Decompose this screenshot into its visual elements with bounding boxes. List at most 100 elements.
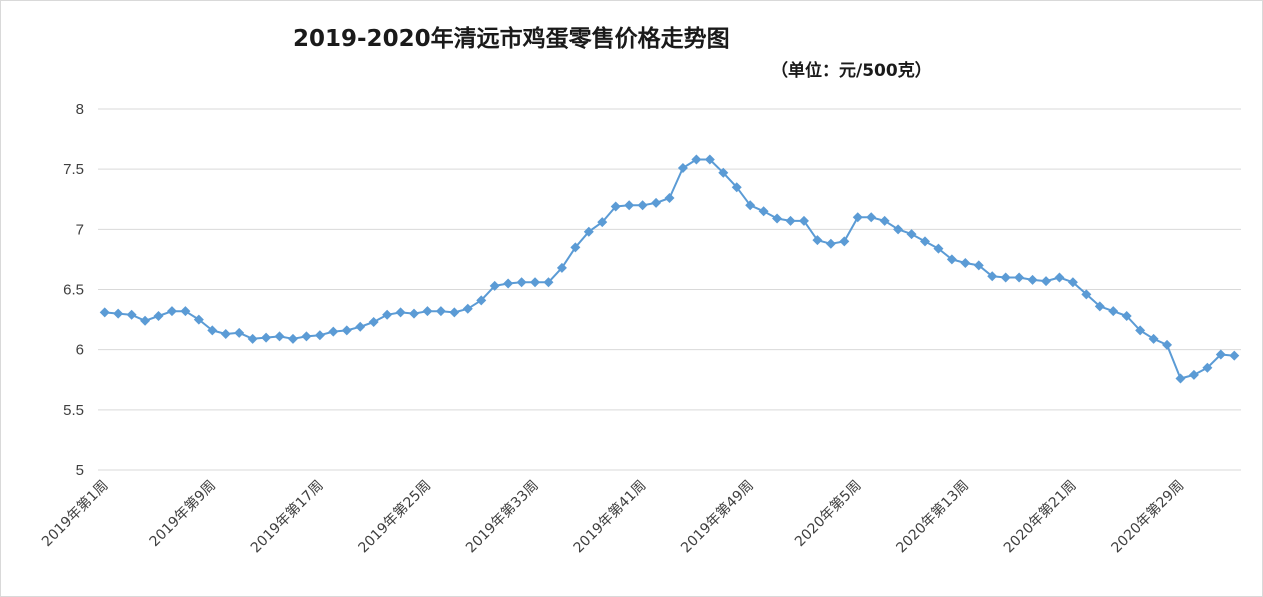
data-point [825, 238, 836, 249]
data-point [704, 154, 715, 165]
data-point [1041, 276, 1052, 287]
data-point [543, 277, 554, 288]
data-point [933, 243, 944, 254]
data-point [530, 277, 541, 288]
data-point [489, 280, 500, 291]
x-tick-label: 2020年第29周 [1108, 477, 1188, 557]
data-point [1215, 349, 1226, 360]
y-tick-label: 7 [76, 221, 84, 238]
data-point [852, 212, 863, 223]
data-point [1094, 301, 1105, 312]
data-point [301, 331, 312, 342]
data-point [113, 308, 124, 319]
data-point [906, 229, 917, 240]
data-point [731, 182, 742, 193]
y-tick-label: 7.5 [63, 161, 84, 178]
data-point [1014, 272, 1025, 283]
data-point [314, 330, 325, 341]
data-point [1121, 310, 1132, 321]
data-point [1067, 277, 1078, 288]
data-point [758, 206, 769, 217]
data-point [597, 217, 608, 228]
data-point [99, 307, 110, 318]
x-tick-label: 2019年第41周 [570, 477, 650, 557]
data-point [839, 236, 850, 247]
data-point [274, 331, 285, 342]
data-point [624, 200, 635, 211]
data-point [193, 314, 204, 325]
data-point [166, 306, 177, 317]
data-point [1162, 339, 1173, 350]
x-tick-label: 2019年第33周 [462, 477, 542, 557]
data-point [1229, 350, 1240, 361]
series-layer [99, 154, 1240, 384]
data-point [960, 258, 971, 269]
data-point [1202, 362, 1213, 373]
x-tick-label: 2020年第5周 [791, 477, 864, 550]
data-point [355, 321, 366, 332]
data-point [1188, 369, 1199, 380]
data-point [1135, 325, 1146, 336]
data-point [772, 213, 783, 224]
x-axis: 2019年第1周 2019年第9周 2019年第17周 2019年第25周 2019年第… [38, 477, 1187, 557]
data-point [462, 303, 473, 314]
data-point [503, 278, 514, 289]
y-axis: 5 5.5 6 6.5 7 7.5 8 [63, 101, 84, 479]
data-point [664, 193, 675, 204]
data-point [1108, 306, 1119, 317]
gridlines [98, 108, 1241, 471]
data-point [422, 306, 433, 317]
data-point [368, 316, 379, 327]
data-point [651, 197, 662, 208]
data-point [637, 200, 648, 211]
y-tick-label: 8 [76, 101, 84, 118]
data-point [516, 277, 527, 288]
data-point [1054, 272, 1065, 283]
x-tick-label: 2019年第49周 [677, 477, 757, 557]
data-point [1000, 272, 1011, 283]
data-point [1027, 274, 1038, 285]
data-point [556, 262, 567, 273]
data-point [987, 271, 998, 282]
data-point [234, 327, 245, 338]
data-point [261, 332, 272, 343]
data-point [409, 308, 420, 319]
data-point [718, 167, 729, 178]
data-point [153, 310, 164, 321]
data-point [677, 162, 688, 173]
chart-subtitle: （单位：元/500克） [771, 61, 932, 81]
x-tick-label: 2019年第1周 [38, 477, 111, 550]
x-tick-label: 2020年第13周 [893, 477, 973, 557]
data-point [785, 215, 796, 226]
data-point [180, 306, 191, 317]
data-point [328, 326, 339, 337]
data-point [435, 306, 446, 317]
chart-title: 2019-2020年清远市鸡蛋零售价格走势图 [293, 26, 730, 52]
data-point [449, 307, 460, 318]
data-point [812, 235, 823, 246]
data-point [476, 295, 487, 306]
data-point [583, 226, 594, 237]
data-point [247, 333, 258, 344]
y-tick-label: 5.5 [63, 402, 84, 419]
series-line [104, 158, 1235, 380]
data-point [973, 260, 984, 271]
x-tick-label: 2019年第17周 [247, 477, 327, 557]
data-point [287, 333, 298, 344]
data-point [126, 309, 137, 320]
data-point [1081, 289, 1092, 300]
data-point [395, 307, 406, 318]
data-point [879, 215, 890, 226]
data-point [570, 242, 581, 253]
y-tick-label: 5 [76, 462, 84, 479]
y-tick-label: 6.5 [63, 282, 84, 299]
data-point [610, 201, 621, 212]
data-point [798, 215, 809, 226]
x-tick-label: 2020年第21周 [1000, 477, 1080, 557]
x-tick-label: 2019年第25周 [355, 477, 435, 557]
data-point [893, 224, 904, 235]
data-point [220, 329, 231, 340]
data-point [1175, 373, 1186, 384]
data-point [866, 212, 877, 223]
